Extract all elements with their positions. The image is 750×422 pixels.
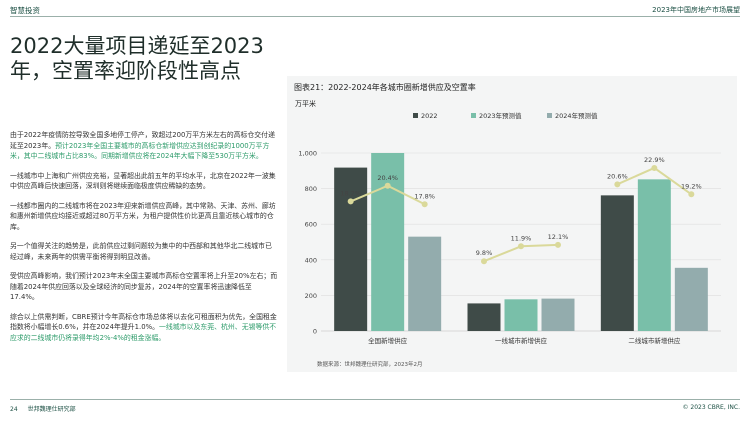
- vacancy-point: [614, 181, 621, 188]
- y-axis-label: 万平米: [295, 99, 316, 108]
- header-report-title: 2023年中国房地产市场展望: [652, 6, 740, 14]
- paragraph: 综合以上供需判断，CBRE预计今年高标仓市场总体将以去化可租面积为优先，全国租金…: [10, 312, 278, 344]
- y-tick-label: 0: [313, 328, 317, 336]
- paragraph: 一线城市中上海和广州供应充裕，显著超出此前五年的平均水平，北京在2022年一波集…: [10, 171, 278, 192]
- paragraph: 由于2022年疫情防控导致全国多地停工停产，致超过200万平方米左右的高标仓交付…: [10, 130, 278, 162]
- bar: [600, 195, 634, 331]
- bar: [408, 236, 442, 331]
- vacancy-data-label: 9.8%: [476, 249, 493, 257]
- vacancy-point: [518, 243, 524, 250]
- bar-line-chart: 0 200 400 600 800 1,000 万平米 2022 2023年预测值 2024年预测…: [295, 99, 721, 345]
- page-title: 2022大量项目递延至2023年，空置率迎阶段性高点: [10, 34, 264, 83]
- header-brand: 智慧投资: [10, 6, 40, 15]
- x-tick-label: 一线城市新增供应: [495, 336, 548, 345]
- paragraph: 一线都市圈内的二线城市将在2023年迎来新增供应高峰，其中常熟、天津、苏州、廊坊…: [10, 201, 278, 233]
- highlight-text: 一线城市以及东莞、杭州、无锡等供不应求的二线城市仍将录得年均2%-4%的租金涨幅…: [10, 323, 277, 342]
- body-text: 由于2022年疫情防控导致全国多地停工停产，致超过200万平方米左右的高标仓交付…: [10, 130, 278, 352]
- paragraph-text: 由于2022年疫情防控导致全国多地停工停产，致超过200万平方米左右的高标仓交付…: [10, 131, 275, 150]
- paragraph-text: 另一个值得关注的趋势是，此前供应过剩问题较为集中的中西部和其他华北二线城市已经过…: [10, 242, 272, 261]
- footer-divider: [10, 399, 740, 400]
- paragraph-text: 综合以上供需判断，CBRE预计今年高标仓市场总体将以去化可租面积为优先，全国租金…: [10, 312, 277, 332]
- legend-label: 2023年预测值: [479, 111, 522, 120]
- vacancy-data-label: 11.9%: [511, 234, 532, 242]
- y-tick-label: 400: [305, 256, 317, 264]
- highlight-text: 预计2023年全国主要城市的高标仓新增供应达到创纪录的1000万平方米，其中二线…: [10, 141, 270, 161]
- legend-label: 2024年预测值: [555, 111, 598, 120]
- vacancy-data-label: 19.2%: [681, 182, 702, 190]
- legend-swatch: [413, 113, 418, 118]
- page-number: 24: [10, 406, 18, 413]
- bar: [637, 179, 671, 331]
- bar: [334, 167, 368, 331]
- vacancy-data-label: 17.8%: [414, 192, 435, 200]
- header-divider: [10, 16, 740, 17]
- bar: [504, 299, 538, 331]
- vacancy-data-label: 20.4%: [377, 174, 398, 182]
- paragraph: 受供应高峰影响，我们预计2023年末全国主要城市高标仓空置率将上升至20%左右；…: [10, 271, 278, 303]
- bar: [467, 303, 501, 331]
- chart-source: 数据来源：世邦魏理仕研究部，2023年2月: [317, 362, 423, 368]
- vacancy-point: [688, 191, 695, 198]
- legend-label: 2022: [421, 112, 438, 120]
- paragraph: 另一个值得关注的趋势是，此前供应过剩问题较为集中的中西部和其他华北二线城市已经过…: [10, 241, 278, 262]
- vacancy-data-label: 22.9%: [644, 156, 665, 164]
- chart-panel: 0 200 400 600 800 1,000 万平米 2022 2023年预测值 2024年预测…: [287, 76, 737, 372]
- x-tick-label: 二线城市新增供应: [628, 336, 681, 345]
- vacancy-data-label: 18.2%: [340, 189, 361, 197]
- legend-swatch: [547, 113, 552, 118]
- bar: [371, 153, 405, 331]
- vacancy-data-label: 20.6%: [607, 172, 628, 180]
- footer-left: 24 世邦魏理仕研究部: [10, 404, 84, 413]
- vacancy-point: [347, 198, 354, 205]
- vacancy-point: [421, 201, 428, 208]
- vacancy-point: [555, 241, 561, 248]
- legend-swatch: [471, 113, 476, 118]
- vacancy-point: [651, 164, 658, 171]
- bar: [541, 298, 575, 331]
- y-tick-label: 200: [305, 292, 317, 300]
- vacancy-point: [384, 182, 391, 189]
- footer-copyright: © 2023 CBRE, INC.: [682, 404, 740, 411]
- paragraph-text: 一线城市中上海和广州供应充裕，显著超出此前五年的平均水平，北京在2022年一波集…: [10, 171, 276, 191]
- y-tick-label: 1,000: [298, 150, 317, 158]
- bar: [674, 267, 708, 331]
- paragraph-text: 受供应高峰影响，我们预计2023年末全国主要城市高标仓空置率将上升至20%左右；…: [10, 272, 278, 302]
- chart-title: 图表21：2022-2024年各城市圈新增供应及空置率: [294, 83, 476, 92]
- footer-org: 世邦魏理仕研究部: [27, 406, 76, 413]
- vacancy-point: [481, 258, 487, 265]
- y-tick-label: 800: [305, 185, 317, 193]
- vacancy-data-label: 12.1%: [548, 233, 569, 241]
- x-tick-label: 全国新增供应: [368, 336, 408, 345]
- paragraph-text: 一线都市圈内的二线城市将在2023年迎来新增供应高峰，其中常熟、天津、苏州、廊坊…: [10, 201, 276, 231]
- y-tick-label: 600: [305, 221, 317, 229]
